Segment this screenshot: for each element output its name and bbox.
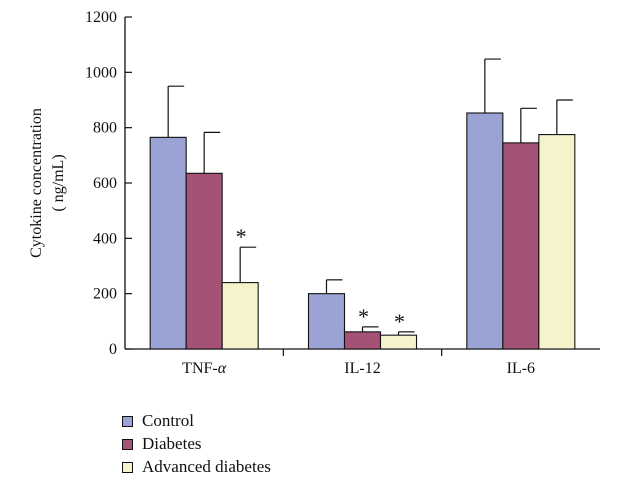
- y-tick-label: 400: [93, 230, 117, 247]
- legend-swatch: [122, 438, 133, 450]
- x-tick-label-greek: α: [218, 360, 227, 377]
- bars: [149, 112, 576, 350]
- x-tick-label: IL-12: [344, 360, 380, 377]
- legend-item: Advanced diabetes: [122, 456, 271, 478]
- y-axis-label: Cytokine concentration ( ng/mL): [28, 108, 67, 258]
- x-tick-label-text: TNF-: [182, 360, 218, 377]
- x-tick-label: TNF-α: [182, 360, 227, 377]
- significance-asterisk: *: [358, 304, 369, 329]
- y-axis-ticks: 0 200 400 600 800 1000 1200: [85, 9, 132, 358]
- legend-swatch: [122, 461, 133, 473]
- y-tick-label: 800: [93, 120, 117, 137]
- bar: [185, 172, 223, 350]
- significance-asterisk: *: [236, 224, 247, 249]
- bar: [538, 134, 576, 350]
- y-axis-unit: ( ng/mL): [50, 154, 67, 211]
- legend-label: Control: [142, 411, 194, 430]
- bar: [149, 136, 187, 350]
- legend-label: Diabetes: [142, 434, 202, 453]
- x-tick-label: IL-6: [507, 360, 535, 377]
- bar: [343, 331, 382, 350]
- legend-swatch: [122, 415, 133, 427]
- y-tick-label: 1200: [85, 9, 117, 26]
- significance-asterisk: *: [394, 309, 405, 334]
- error-bars: [167, 58, 573, 336]
- bar: [466, 112, 504, 350]
- y-axis-title: Cytokine concentration: [28, 108, 45, 258]
- bar: [307, 293, 346, 350]
- y-tick-label: 0: [109, 341, 117, 358]
- legend-item: Control: [122, 410, 271, 432]
- x-tick-label-text: IL-12: [344, 360, 380, 377]
- x-tick-label-text: IL-6: [507, 360, 535, 377]
- x-axis-ticks: TNF-α IL-12 IL-6: [182, 349, 535, 377]
- y-tick-label: 600: [93, 175, 117, 192]
- bar: [379, 334, 418, 350]
- legend-label: Advanced diabetes: [142, 457, 271, 476]
- y-tick-label: 200: [93, 286, 117, 303]
- legend-item: Diabetes: [122, 433, 271, 455]
- significance-marks: * * *: [236, 224, 405, 334]
- bar: [221, 282, 259, 350]
- legend: Control Diabetes Advanced diabetes: [122, 410, 271, 479]
- bar: [502, 142, 540, 350]
- y-tick-label: 1000: [85, 64, 117, 81]
